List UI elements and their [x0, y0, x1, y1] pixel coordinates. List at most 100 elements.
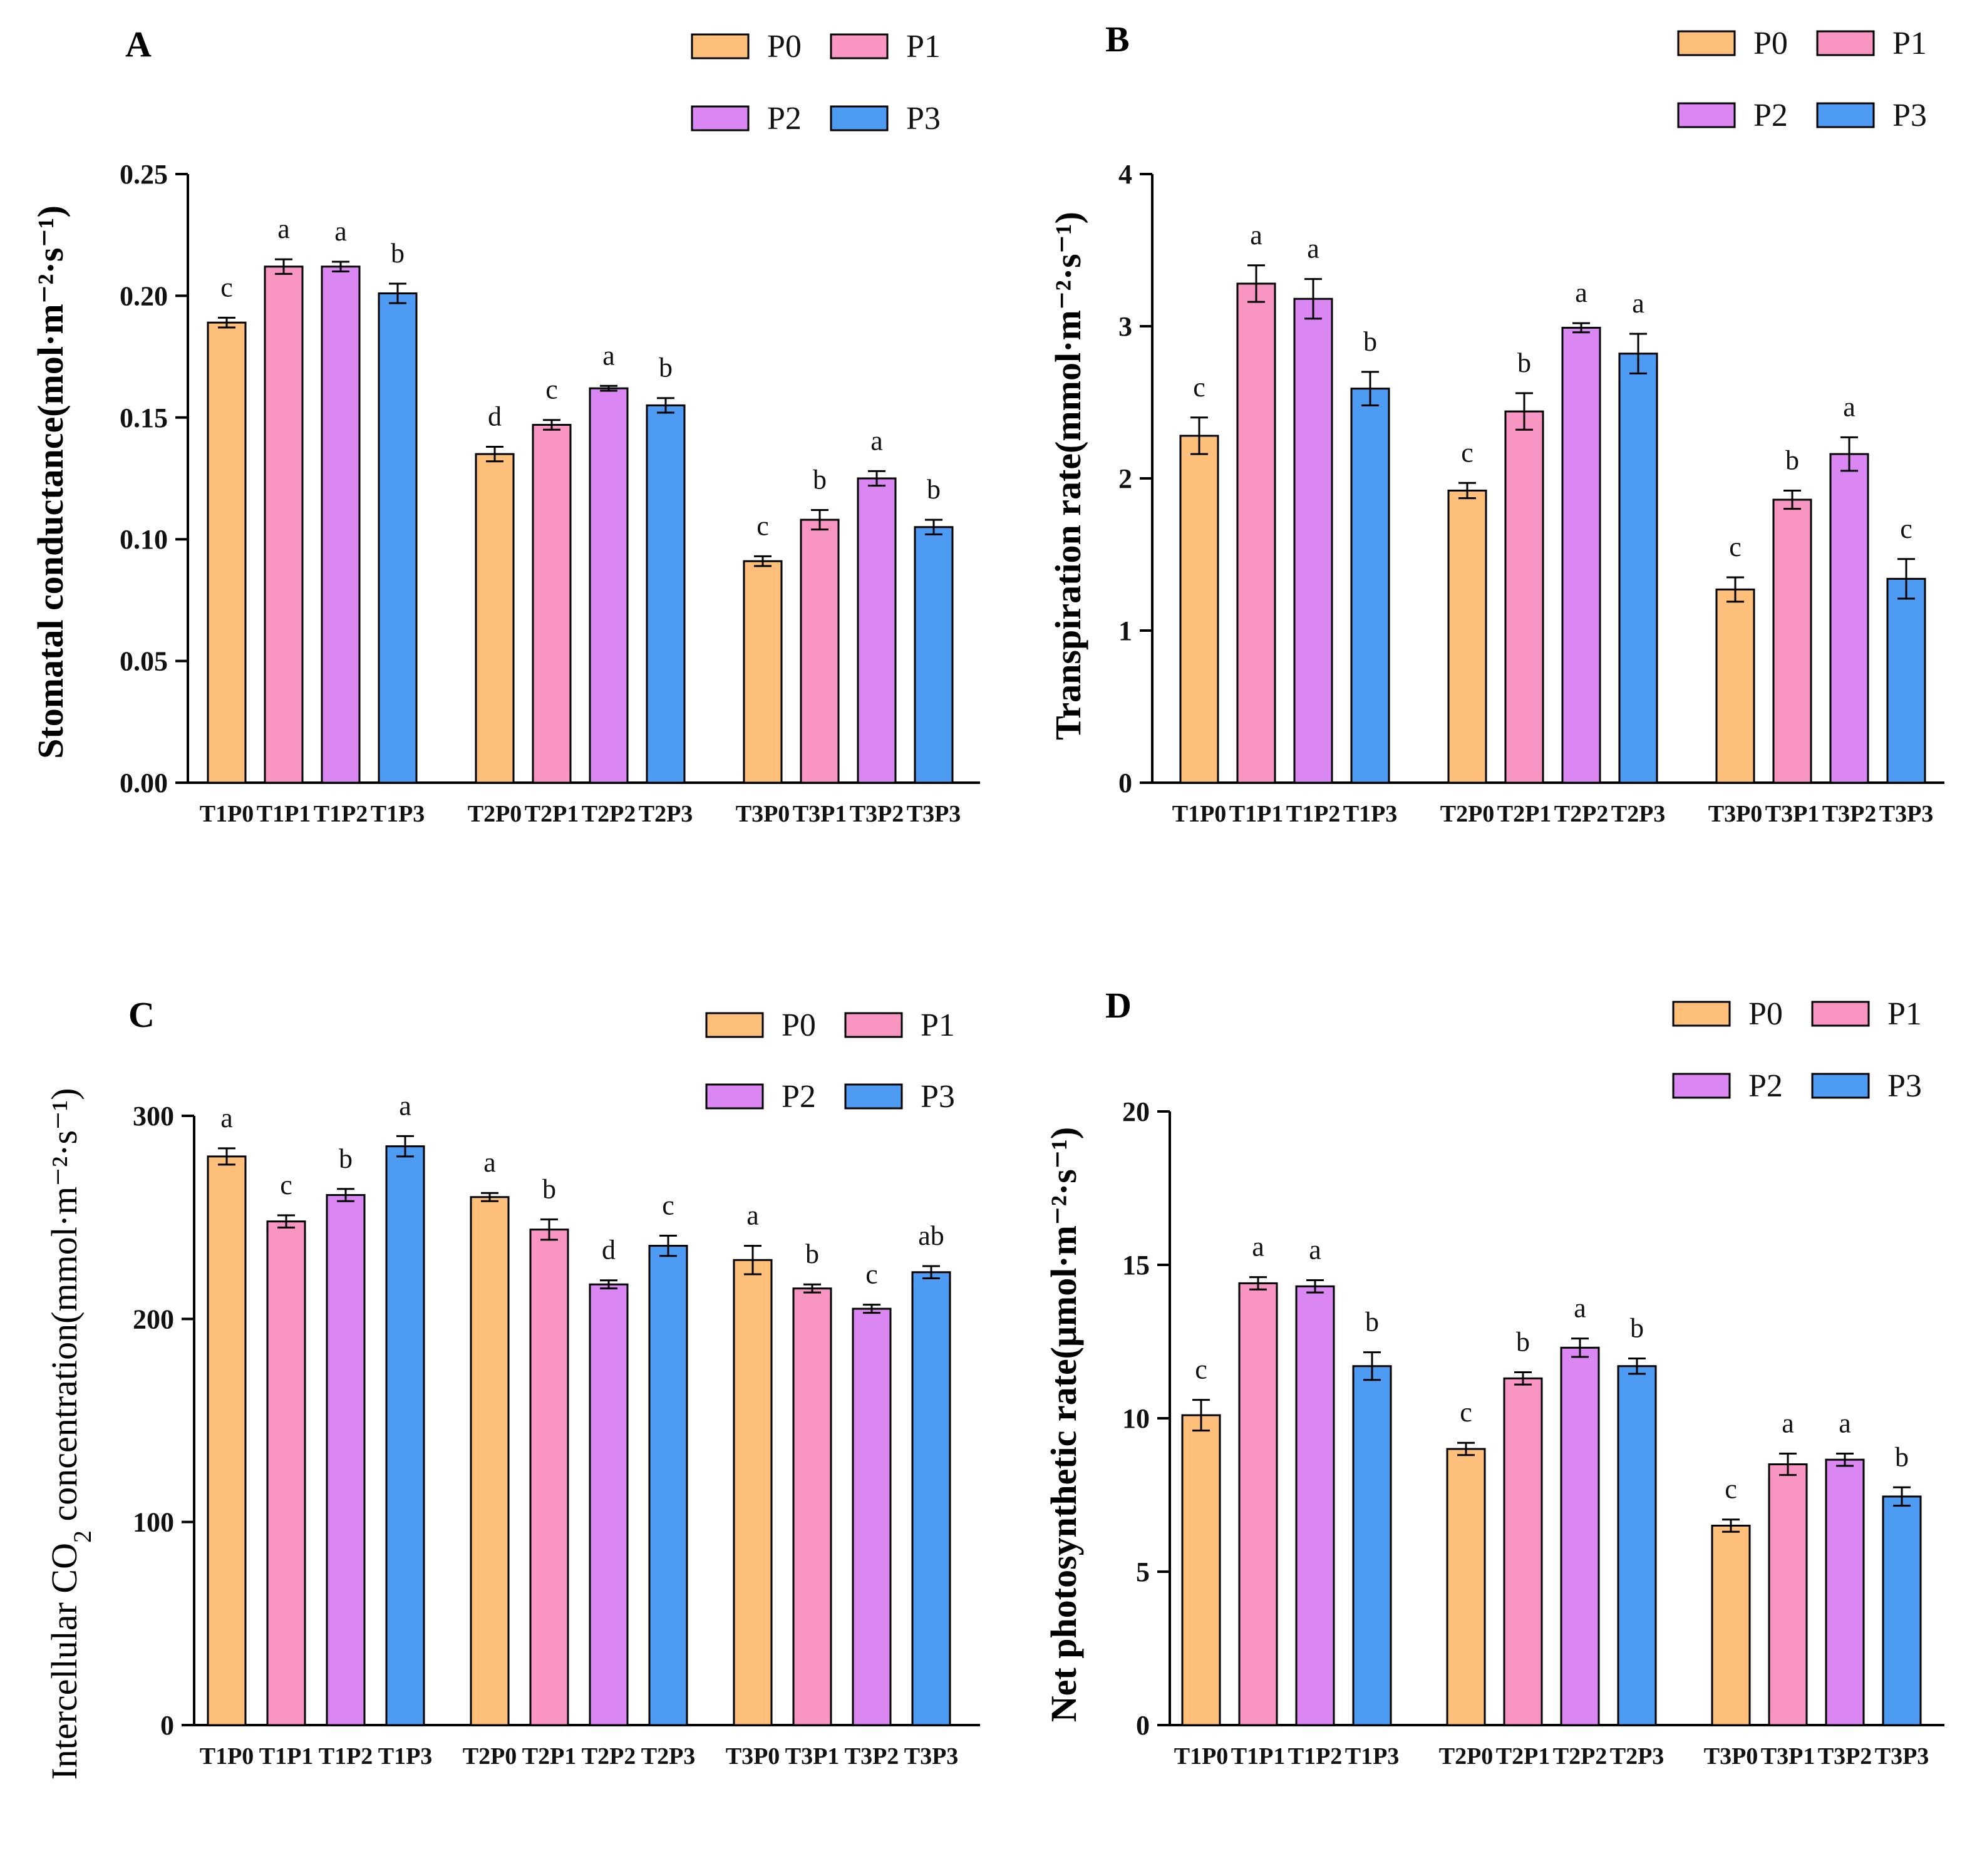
panel-c-x-tick-label: T1P3	[378, 1743, 433, 1770]
panel-b-y-tick-label: 0	[1118, 768, 1132, 798]
panel-d-legend-swatch	[1811, 1001, 1870, 1027]
panel-b-significance-label: c	[1900, 513, 1912, 544]
panel-a-significance-label: a	[334, 216, 347, 247]
panel-c-bar	[852, 1307, 892, 1726]
panel-d-y-tick-label: 20	[1122, 1096, 1150, 1127]
panel-d-y-tick-label: 10	[1122, 1403, 1150, 1434]
panel-c-x-tick-label: T3P3	[904, 1743, 959, 1770]
panel-b-y-tick-label: 2	[1118, 463, 1132, 494]
panel-d-y-tick-label: 0	[1136, 1710, 1150, 1741]
panel-a-x-tick-label: T2P0	[468, 801, 522, 827]
panel-a-x-tick-label: T3P0	[736, 801, 790, 827]
panel-a-x-tick-label: T1P1	[257, 801, 311, 827]
panel-b-significance-label: a	[1632, 288, 1644, 319]
panel-a-bar	[914, 526, 954, 784]
panel-d-x-tick-label: T2P3	[1610, 1743, 1665, 1770]
panel-a-bar	[321, 265, 361, 784]
panel-d-legend-label: P2	[1748, 1068, 1783, 1104]
panel-a-bar	[378, 292, 418, 784]
panel-a-significance-label: c	[756, 510, 769, 541]
panel-b-y-tick-label: 4	[1118, 159, 1132, 190]
panel-b-legend-label: P2	[1753, 98, 1788, 133]
panel-a-x-tick-label: T2P1	[525, 801, 579, 827]
panel-c-x-tick-label: T3P0	[726, 1743, 780, 1770]
panel-b-significance-label: a	[1575, 277, 1587, 308]
panel-b-significance-label: a	[1843, 391, 1856, 422]
panel-b-legend-swatch	[1677, 30, 1736, 56]
panel-a-legend-swatch	[830, 33, 889, 59]
panel-b-x-tick-label: T2P0	[1440, 801, 1495, 827]
panel-b-x-tick-label: T2P3	[1611, 801, 1666, 827]
panel-b-significance-label: c	[1193, 372, 1205, 403]
panel-a-significance-label: b	[659, 353, 673, 383]
panel-a-y-tick-label: 0.05	[120, 646, 168, 677]
panel-d-x-tick-label: T3P1	[1761, 1743, 1815, 1770]
panel-b-bar	[1236, 282, 1276, 784]
panel-d-x-tick-label: T3P0	[1704, 1743, 1758, 1770]
panel-d-bar	[1503, 1377, 1543, 1726]
panel-a-bar	[589, 387, 629, 784]
panel-d-y-tick-label: 5	[1136, 1557, 1150, 1587]
panel-d-legend-label: P1	[1887, 996, 1922, 1032]
panel-c-legend-label: P3	[921, 1079, 955, 1115]
panel-c-significance-label: c	[280, 1170, 292, 1200]
panel-d-significance-label: b	[1895, 1441, 1909, 1472]
panel-c-x-tick-label: T2P3	[641, 1743, 696, 1770]
panel-d-y-tick-label: 15	[1122, 1250, 1150, 1281]
panel-b-y-axis-label: Transpiration rate(mmol·m⁻²·s⁻¹)	[1048, 212, 1088, 740]
panel-b-legend-label: P1	[1892, 26, 1927, 61]
panel-a-y-tick-label: 0.10	[120, 524, 168, 555]
panel-c-bar	[326, 1193, 366, 1726]
panel-d-bar	[1352, 1365, 1392, 1726]
panel-b-x-tick-label: T1P3	[1343, 801, 1398, 827]
panel-c-x-tick-label: T2P0	[463, 1743, 517, 1770]
panel-a-bar	[743, 560, 783, 784]
panel-d-bar	[1617, 1365, 1657, 1726]
panel-c-bar	[792, 1287, 832, 1726]
panel-c-legend-label: P2	[782, 1079, 816, 1115]
panel-a-x-tick-label: T3P2	[850, 801, 904, 827]
panel-b-bar	[1618, 353, 1658, 784]
panel-d-x-tick-label: T2P0	[1439, 1743, 1494, 1770]
panel-c-y-label-prefix: Intercellular CO	[44, 1543, 85, 1780]
panel-b-bar	[1715, 588, 1755, 784]
panel-a-bar	[475, 453, 515, 784]
panel-b-significance-label: c	[1729, 532, 1742, 562]
panel-d-x-tick-label: T1P0	[1174, 1743, 1229, 1770]
panel-a-legend-swatch	[691, 33, 750, 59]
panel-c-x-tick-label: T3P1	[785, 1743, 840, 1770]
panel-a-bar	[800, 518, 840, 784]
panel-c-significance-label: a	[399, 1090, 411, 1121]
panel-c-significance-label: ab	[918, 1220, 944, 1251]
panel-d-bar	[1238, 1282, 1278, 1726]
panel-c-letter: C	[128, 994, 155, 1035]
panel-a-bar	[264, 265, 304, 784]
panel-a-significance-label: d	[488, 401, 502, 431]
panel-c-y-tick-label: 0	[160, 1710, 174, 1741]
panel-c-bar	[589, 1283, 629, 1726]
panel-c-x-tick-label: T1P0	[200, 1743, 254, 1770]
panel-a-y-tick-label: 0.15	[120, 403, 168, 433]
panel-a-x-tick-label: T2P2	[582, 801, 636, 827]
panel-d-significance-label: b	[1365, 1307, 1379, 1337]
panel-a-significance-label: c	[220, 272, 233, 302]
panel-a-x-tick-label: T1P3	[371, 801, 425, 827]
panel-d-legend-label: P0	[1748, 996, 1783, 1032]
panel-c-significance-label: b	[542, 1173, 556, 1204]
panel-a-y-tick-label: 0.00	[120, 768, 168, 798]
panel-d-significance-label: a	[1574, 1293, 1586, 1324]
panel-d-x-tick-label: T2P2	[1553, 1743, 1608, 1770]
panel-a-x-tick-label: T3P1	[793, 801, 847, 827]
panel-b-bar	[1829, 453, 1869, 784]
panel-c-y-axis-label: Intercellular CO2 concentration(mmol·m⁻²…	[44, 1088, 96, 1780]
panel-a-legend-label: P3	[906, 101, 941, 137]
panel-b-x-tick-label: T3P0	[1708, 801, 1763, 827]
panel-d-x-tick-label: T2P1	[1496, 1743, 1551, 1770]
panel-b-chart: B Transpiration rate(mmol·m⁻²·s⁻¹) 0 1 2 3 4…	[1048, 19, 1944, 827]
panel-d-bar	[1446, 1448, 1486, 1726]
panel-c-chart: C Intercellular CO2 concentration(mmol·m…	[44, 994, 980, 1780]
panel-c-significance-label: b	[805, 1239, 819, 1269]
panel-b-bar	[1772, 498, 1812, 784]
panel-d-legend-swatch	[1672, 1073, 1731, 1099]
panel-d-bar	[1181, 1414, 1221, 1726]
